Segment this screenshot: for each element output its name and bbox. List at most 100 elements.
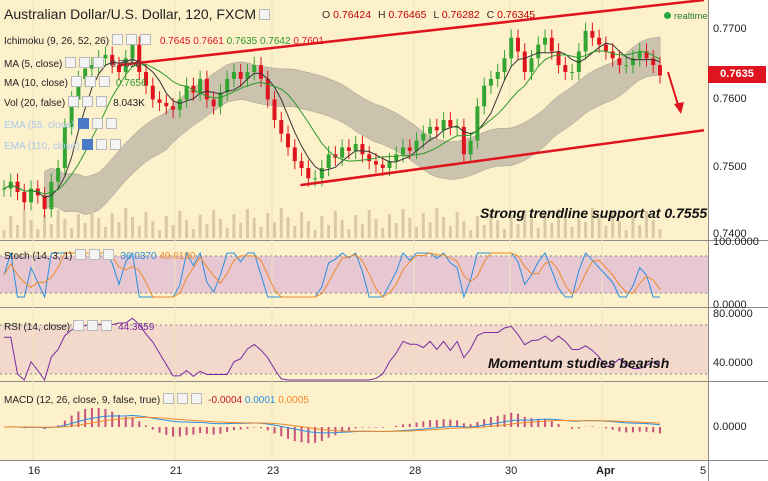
ema55-legend[interactable]: EMA (55, close) <box>4 118 117 131</box>
volume-bar <box>502 229 506 238</box>
x-tick-label: 16 <box>28 465 41 477</box>
candle-body <box>225 78 230 93</box>
ema110-legend[interactable]: EMA (110, close) <box>4 139 122 152</box>
volume-bar <box>124 208 128 238</box>
volume-bar <box>144 212 148 238</box>
volume-bar <box>496 220 500 238</box>
candle-body <box>583 30 588 52</box>
volume-bar <box>638 225 642 238</box>
volume-bar <box>232 214 236 238</box>
ma5-line <box>3 42 661 199</box>
candle-body <box>536 44 541 59</box>
volume-bar <box>63 219 67 238</box>
volume-bar <box>171 225 175 238</box>
volume-bar <box>185 220 189 238</box>
volume-bar <box>151 221 155 238</box>
volume-bar <box>394 223 398 238</box>
candle-body <box>204 78 209 100</box>
volume-bar <box>543 214 547 238</box>
volume-bar <box>205 224 209 238</box>
volume-bar <box>191 229 195 238</box>
volume-bar <box>218 219 222 238</box>
stoch-legend[interactable]: Stoch (14, 3, 1) 36.0370 49.0190 <box>4 249 196 262</box>
volume-bar <box>158 230 162 238</box>
stoch-tick-label: 0.0000 <box>713 299 747 311</box>
settings-icon[interactable] <box>259 9 271 20</box>
volume-bar <box>611 212 615 238</box>
volume-legend[interactable]: Vol (20, false) 8.043K <box>4 96 145 109</box>
volume-bar <box>293 226 297 238</box>
candle-body <box>658 65 662 76</box>
volume-bar <box>408 218 412 238</box>
volume-bar <box>577 213 581 238</box>
volume-bar <box>273 222 277 238</box>
candle-body <box>644 51 649 59</box>
volume-bar <box>658 229 662 238</box>
volume-bar <box>455 212 459 238</box>
stoch-band <box>0 256 708 293</box>
macd-legend[interactable]: MACD (12, 26, close, 9, false, true) -0.0… <box>4 393 309 406</box>
close-icon <box>140 34 152 45</box>
trendline <box>300 129 705 187</box>
volume-bar <box>97 218 101 238</box>
volume-bar <box>624 230 628 238</box>
volume-bar <box>536 228 540 238</box>
x-tick-label: 23 <box>267 465 280 477</box>
volume-bar <box>651 220 655 238</box>
candle-body <box>164 102 169 107</box>
candle-body <box>488 78 493 86</box>
candle-body <box>603 44 608 52</box>
rsi-line <box>4 317 661 382</box>
candle-body <box>407 147 412 151</box>
x-tick-label: 28 <box>409 465 422 477</box>
candle-body <box>326 154 331 168</box>
volume-bar <box>584 222 588 238</box>
volume-bar <box>428 222 432 238</box>
volume-bar <box>617 221 621 238</box>
volume-bar <box>259 227 263 238</box>
x-tick-label: 5 <box>700 465 707 477</box>
candle-body <box>482 85 487 107</box>
volume-bar <box>90 209 94 238</box>
candle-body <box>306 168 311 179</box>
ma5-legend[interactable]: MA (5, close) 0.7658 <box>4 57 141 70</box>
candle-body <box>455 126 460 128</box>
volume-bar <box>225 228 229 238</box>
volume-bar <box>333 211 337 238</box>
ichimoku-legend[interactable]: Ichimoku (9, 26, 52, 26) 0.7645 0.7661 0… <box>4 34 324 47</box>
stoch-k-line <box>3 251 660 299</box>
candle-body <box>15 181 20 192</box>
volume-bar <box>381 228 385 238</box>
volume-bar <box>415 227 419 238</box>
candle-body <box>184 85 189 100</box>
realtime-badge: realtime <box>664 11 708 22</box>
candle-body <box>89 65 94 69</box>
candle-body <box>29 188 34 203</box>
ma10-legend[interactable]: MA (10, close) 0.7656 <box>4 76 147 89</box>
candle-body <box>441 120 446 131</box>
candle-body <box>279 120 284 134</box>
candle-body <box>103 54 108 59</box>
volume-bar <box>239 223 243 238</box>
volume-bar <box>212 210 216 238</box>
candle-body <box>468 140 473 155</box>
candle-body <box>610 51 615 59</box>
volume-bar <box>644 211 648 238</box>
candle-body <box>238 72 243 79</box>
y-tick-label: 0.7700 <box>713 23 747 35</box>
volume-bar <box>137 226 141 238</box>
volume-bar <box>631 216 635 238</box>
volume-bar <box>313 230 317 238</box>
x-tick-label: 21 <box>170 465 183 477</box>
candle-body <box>258 65 263 79</box>
candle-body <box>144 72 149 86</box>
rsi-legend[interactable]: RSI (14, close) 44.3659 <box>4 320 155 333</box>
volume-bar <box>29 220 33 238</box>
candle-body <box>421 133 426 141</box>
candle-body <box>265 78 270 100</box>
candle-body <box>461 126 466 155</box>
y-tick-label: 0.7600 <box>713 93 747 105</box>
candle-body <box>69 99 74 127</box>
candle-body <box>380 164 385 168</box>
volume-bar <box>110 213 114 238</box>
